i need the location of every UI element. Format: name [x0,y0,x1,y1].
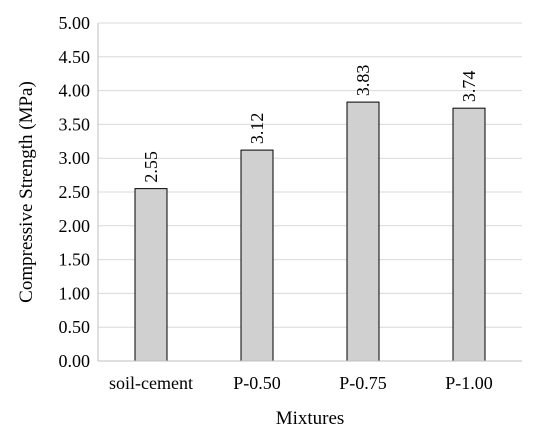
bar [452,107,486,362]
data-label: 3.83 [353,65,373,97]
x-axis-title: Mixtures [276,408,345,429]
x-tick-label: P-0.75 [339,373,387,393]
y-tick-label: 0.50 [59,317,91,337]
bar [134,188,168,362]
y-tick-label: 3.50 [59,114,91,134]
y-tick-label: 3.00 [59,148,91,168]
labels: 0.00 0.50 1.00 1.50 2.00 2.50 3.00 3.50 4.00 4.50… [59,13,493,393]
x-tick-label: soil-cement [109,373,193,393]
data-label: 2.55 [141,151,161,183]
bar [240,149,274,362]
y-tick-label: 2.00 [59,216,91,236]
y-tick-label: 1.50 [59,250,91,270]
gridlines [98,22,522,328]
y-axis-title: Compressive Strength (MPa) [16,81,37,303]
x-tick-label: P-1.00 [445,373,493,393]
y-tick-label: 1.00 [59,283,91,303]
y-tick-label: 4.00 [59,81,91,101]
bar [346,101,380,362]
y-tick-label: 5.00 [59,13,91,33]
y-tick-label: 4.50 [59,47,91,67]
y-tick-label: 0.00 [59,351,91,371]
x-tick-label: P-0.50 [233,373,281,393]
data-label: 3.12 [247,113,267,145]
axes [97,23,522,362]
data-label: 3.74 [459,71,479,103]
y-tick-label: 2.50 [59,182,91,202]
bars [134,101,486,362]
